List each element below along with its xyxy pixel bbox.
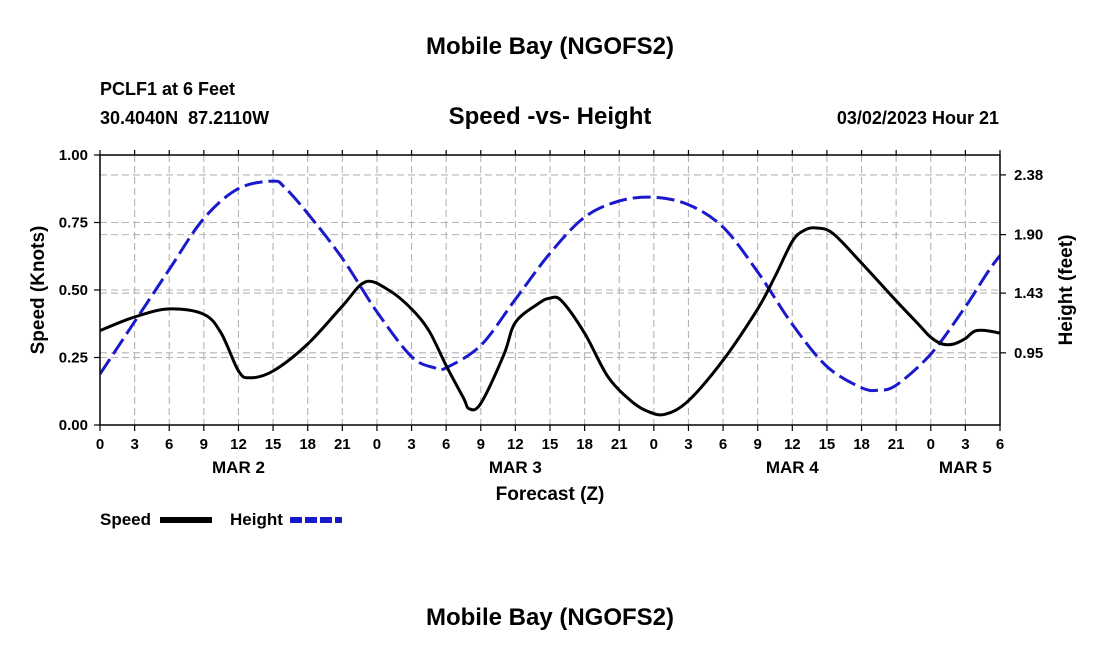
- x-tick-label: 21: [611, 436, 628, 453]
- y-tick-label-right: 2.38: [1014, 167, 1043, 184]
- date-label: MAR 5: [939, 458, 992, 477]
- y-tick-label-right: 0.95: [1014, 345, 1043, 362]
- y-axis-label-left: Speed (Knots): [28, 226, 49, 355]
- x-tick-label: 18: [299, 436, 316, 453]
- speed-series-line: [100, 226, 1000, 417]
- x-tick-label: 0: [650, 436, 658, 453]
- date-label: MAR 2: [212, 458, 265, 477]
- legend: Speed Height: [100, 510, 342, 529]
- chart-title: Speed -vs- Height: [449, 103, 652, 130]
- y-tick-label-left: 0.75: [59, 215, 88, 232]
- x-tick-label: 9: [477, 436, 485, 453]
- x-tick-label: 6: [442, 436, 450, 453]
- y-tick-label-right: 1.90: [1014, 227, 1043, 244]
- y-axis-label-right: Height (feet): [1056, 235, 1077, 346]
- x-tick-label: 18: [576, 436, 593, 453]
- station-name: PCLF1 at 6 Feet: [100, 79, 235, 99]
- x-tick-label: 15: [819, 436, 836, 453]
- x-tick-label: 3: [961, 436, 969, 453]
- x-tick-label: 12: [784, 436, 801, 453]
- x-tick-label: 0: [96, 436, 104, 453]
- series-lines: [100, 179, 1000, 417]
- legend-height-label: Height: [230, 510, 283, 529]
- date-label: MAR 4: [766, 458, 819, 477]
- date-label: MAR 3: [489, 458, 542, 477]
- y-tick-label-right: 1.43: [1014, 285, 1043, 302]
- axes: 0 3 6 9 12 15 18 21 0 3 6 9 12 15 18 21 0 3 6 9 12 15 18 21 0 3 6M…: [59, 147, 1043, 477]
- x-tick-label: 6: [996, 436, 1004, 453]
- x-tick-label: 0: [373, 436, 381, 453]
- station-coords: 30.4040N 87.2110W: [100, 108, 269, 128]
- x-tick-label: 21: [888, 436, 905, 453]
- x-tick-label: 3: [130, 436, 138, 453]
- y-tick-label-left: 1.00: [59, 147, 88, 164]
- x-tick-label: 6: [719, 436, 727, 453]
- footer-title: Mobile Bay (NGOFS2): [426, 604, 674, 631]
- plot-frame: [99, 154, 1001, 426]
- page-title: Mobile Bay (NGOFS2): [426, 33, 674, 60]
- y-tick-label-left: 0.00: [59, 417, 88, 434]
- legend-speed-label: Speed: [100, 510, 151, 529]
- x-tick-label: 0: [927, 436, 935, 453]
- x-tick-label: 18: [853, 436, 870, 453]
- x-tick-label: 3: [407, 436, 415, 453]
- x-axis-label: Forecast (Z): [496, 484, 605, 505]
- y-tick-label-left: 0.50: [59, 282, 88, 299]
- x-tick-label: 21: [334, 436, 351, 453]
- grid: [100, 155, 1000, 425]
- x-tick-label: 12: [507, 436, 524, 453]
- y-tick-label-left: 0.25: [59, 350, 88, 367]
- x-tick-label: 12: [230, 436, 247, 453]
- x-tick-label: 15: [265, 436, 282, 453]
- height-series-line: [100, 179, 1000, 393]
- x-tick-label: 3: [684, 436, 692, 453]
- x-tick-label: 6: [165, 436, 173, 453]
- x-tick-label: 15: [542, 436, 559, 453]
- x-tick-label: 9: [200, 436, 208, 453]
- x-tick-label: 9: [754, 436, 762, 453]
- date-hour: 03/02/2023 Hour 21: [837, 108, 999, 128]
